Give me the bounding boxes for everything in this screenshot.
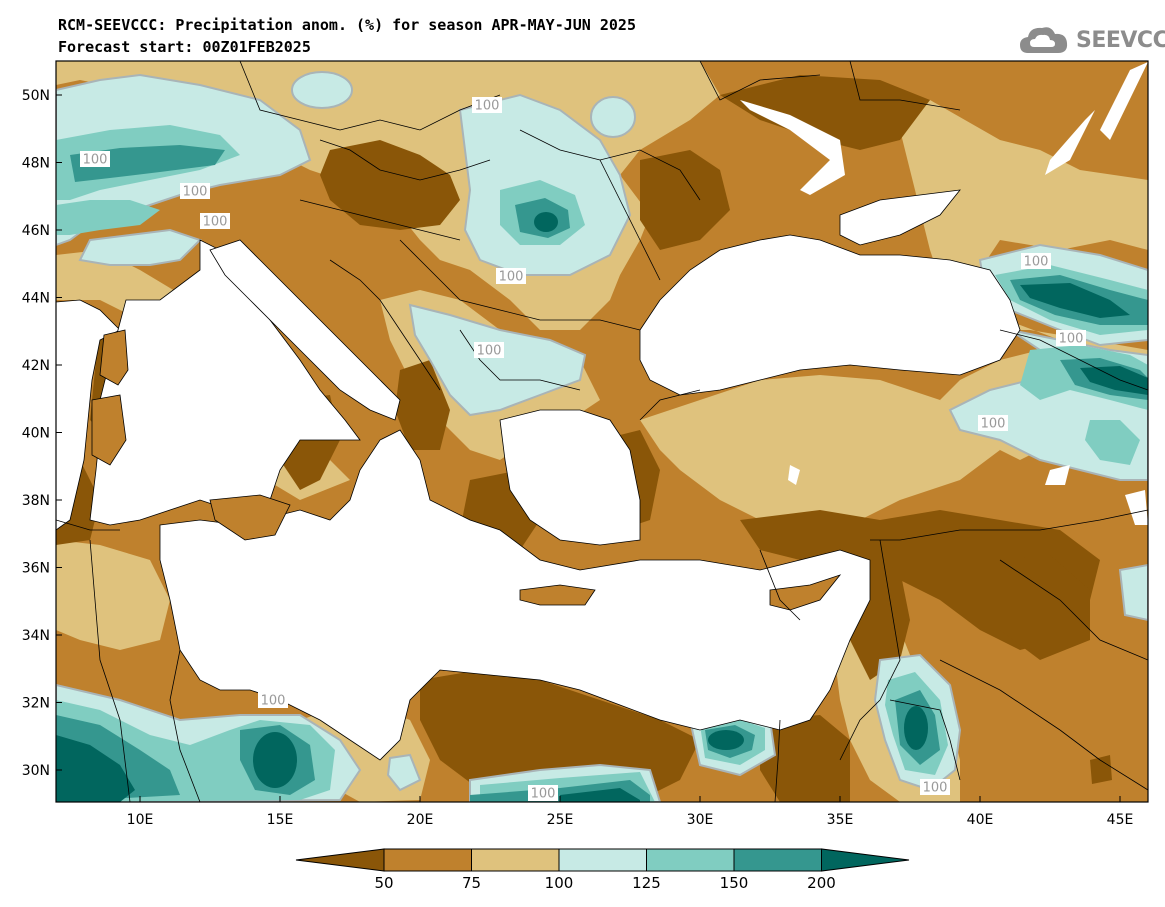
colorbar-tick-label: 100 <box>545 874 574 892</box>
contour-label: 100 <box>920 779 950 796</box>
latitude-axis: 50N 48N 46N 44N 42N 40N 38N 36N 34N 32N 30N <box>22 88 62 779</box>
lat-label: 36N <box>22 561 50 577</box>
lat-label: 30N <box>22 763 50 779</box>
colorbar-box <box>383 848 472 872</box>
lon-label: 45E <box>1107 812 1134 828</box>
lat-label: 34N <box>22 628 50 644</box>
lon-label: 40E <box>967 812 994 828</box>
contour-label: 100 <box>472 97 502 114</box>
colorbar-tick-label: 125 <box>632 874 661 892</box>
lat-label: 48N <box>22 156 50 172</box>
svg-text:100: 100 <box>1059 332 1084 347</box>
colorbar-tick-label: 200 <box>807 874 836 892</box>
cloud-logo-icon <box>1020 27 1068 53</box>
contour-label: 100 <box>528 785 558 802</box>
contour-label: 100 <box>200 213 230 230</box>
title-line-2: Forecast start: 00Z01FEB2025 <box>58 38 311 56</box>
longitude-axis: 10E 15E 20E 25E 30E 35E 40E 45E <box>127 796 1134 828</box>
svg-text:100: 100 <box>981 417 1006 432</box>
field-wet-extreme <box>56 212 1148 802</box>
map-frame <box>55 60 1149 803</box>
colorbar-tick-label: 50 <box>374 874 393 892</box>
colorbar-tick-label: 150 <box>720 874 749 892</box>
contour-label: 100 <box>496 268 526 285</box>
svg-text:100: 100 <box>83 153 108 168</box>
contour-labels: 100 100 100 100 100 100 <box>80 97 1086 802</box>
colorbar-box <box>733 848 822 872</box>
svg-text:100: 100 <box>1024 255 1049 270</box>
lat-label: 50N <box>22 88 50 104</box>
contour-label: 100 <box>258 692 288 709</box>
brand-name: SEEVCCC <box>1076 27 1165 53</box>
svg-text:100: 100 <box>475 99 500 114</box>
map-title: RCM-SEEVCCC: Precipitation anom. (%) for… <box>58 14 636 58</box>
contour-label: 100 <box>80 151 110 168</box>
title-line-1: RCM-SEEVCCC: Precipitation anom. (%) for… <box>58 16 636 34</box>
sea-areas <box>56 189 1021 761</box>
lon-label: 30E <box>687 812 714 828</box>
colorbar-lower-triangle <box>295 848 385 872</box>
lat-label: 40N <box>22 426 50 442</box>
lakes <box>740 62 1148 525</box>
svg-text:100: 100 <box>477 344 502 359</box>
lat-label: 32N <box>22 696 50 712</box>
lat-label: 46N <box>22 223 50 239</box>
colorbar-box <box>646 848 735 872</box>
contour-label: 100 <box>474 342 504 359</box>
lon-label: 35E <box>827 812 854 828</box>
lon-label: 20E <box>407 812 434 828</box>
brand-logo: SEEVCCC <box>1018 20 1165 60</box>
lon-label: 25E <box>547 812 574 828</box>
lon-label: 15E <box>267 812 294 828</box>
contour-label: 100 <box>1056 330 1086 347</box>
country-borders <box>56 61 1148 802</box>
map-field: 100 100 100 100 100 100 <box>56 61 1148 802</box>
contour-label: 100 <box>1021 253 1051 270</box>
svg-text:100: 100 <box>499 270 524 285</box>
colorbar-legend: 50 75 100 125 150 200 <box>295 848 910 892</box>
contour-label: 100 <box>978 415 1008 432</box>
islands <box>91 329 842 611</box>
svg-text:100: 100 <box>183 185 208 200</box>
lon-label: 10E <box>127 812 154 828</box>
lat-label: 38N <box>22 493 50 509</box>
svg-text:100: 100 <box>261 694 286 709</box>
lat-label: 44N <box>22 291 50 307</box>
lat-label: 42N <box>22 358 50 374</box>
colorbar-box <box>471 848 560 872</box>
svg-text:100: 100 <box>531 787 556 802</box>
svg-text:100: 100 <box>923 781 948 796</box>
colorbar-tick-label: 75 <box>462 874 481 892</box>
colorbar-upper-triangle <box>821 848 910 872</box>
colorbar-box <box>558 848 647 872</box>
contour-label: 100 <box>180 183 210 200</box>
svg-text:100: 100 <box>203 215 228 230</box>
